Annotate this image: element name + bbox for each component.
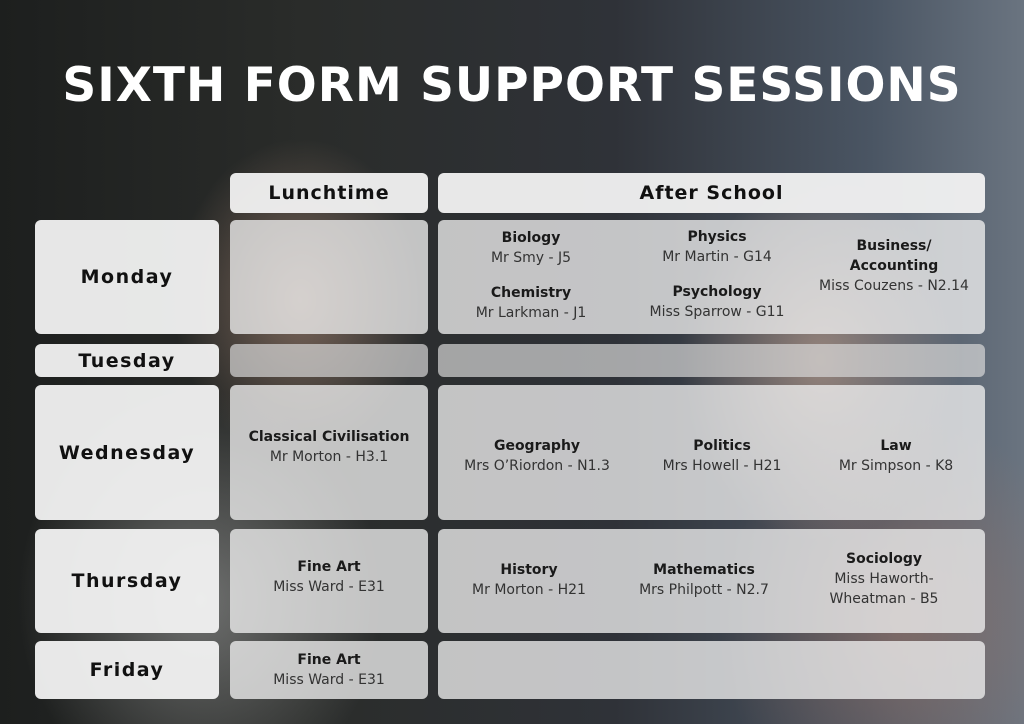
- session-entry: Sociology Miss Haworth-Wheatman - B5: [814, 549, 954, 609]
- teacher-room: Miss Ward - E31: [273, 579, 385, 595]
- tuesday-after-cell: [438, 344, 985, 377]
- teacher-room: Miss Haworth-Wheatman - B5: [829, 571, 939, 607]
- session-entry: Chemistry Mr Larkman - J1: [440, 283, 622, 323]
- session-entry: Physics Mr Martin - G14: [626, 227, 808, 267]
- session-entry: Fine Art Miss Ward - E31: [273, 650, 385, 690]
- session-entry: Classical Civilisation Mr Morton - H3.1: [249, 427, 410, 467]
- session-entry: Biology Mr Smy - J5: [440, 228, 622, 268]
- teacher-room: Mr Martin - G14: [662, 249, 772, 265]
- wednesday-after-cell: Geography Mrs O’Riordon - N1.3 Politics Mr…: [438, 385, 985, 520]
- subject: Physics: [687, 229, 747, 245]
- day-tuesday: Tuesday: [35, 344, 219, 377]
- session-entry: Psychology Miss Sparrow - G11: [626, 282, 808, 322]
- session-entry: Geography Mrs O’Riordon - N1.3: [446, 436, 628, 476]
- thursday-lunch-cell: Fine Art Miss Ward - E31: [230, 529, 428, 633]
- teacher-room: Miss Ward - E31: [273, 672, 385, 688]
- friday-lunch-cell: Fine Art Miss Ward - E31: [230, 641, 428, 699]
- tuesday-lunch-cell: [230, 344, 428, 377]
- header-after-school: After School: [438, 173, 985, 213]
- teacher-room: Mr Simpson - K8: [838, 458, 954, 474]
- day-monday: Monday: [35, 220, 219, 334]
- session-entry: History Mr Morton - H21: [438, 560, 620, 600]
- teacher-room: Mr Morton - H21: [472, 582, 586, 598]
- subject: Business/ Accounting: [849, 238, 939, 274]
- friday-after-cell: [438, 641, 985, 699]
- subject: Fine Art: [297, 652, 361, 668]
- header-lunchtime: Lunchtime: [230, 173, 428, 213]
- subject: Fine Art: [297, 559, 361, 575]
- subject: Politics: [693, 438, 751, 454]
- teacher-room: Miss Sparrow - G11: [649, 304, 785, 320]
- thursday-after-cell: History Mr Morton - H21 Mathematics Mrs Ph…: [438, 529, 985, 633]
- subject: Chemistry: [490, 285, 572, 301]
- session-entry: Politics Mrs Howell - H21: [631, 436, 813, 476]
- teacher-room: Mr Morton - H3.1: [269, 448, 389, 465]
- subject: Classical Civilisation: [248, 428, 410, 445]
- teacher-room: Mr Larkman - J1: [475, 305, 587, 321]
- subject: Geography: [493, 438, 581, 454]
- monday-after-cell: Biology Mr Smy - J5 Chemistry Mr Larkman -…: [438, 220, 985, 334]
- subject: Sociology: [846, 551, 922, 567]
- subject: Law: [880, 438, 912, 454]
- day-wednesday: Wednesday: [35, 385, 219, 520]
- monday-lunch-cell: [230, 220, 428, 334]
- subject: History: [500, 562, 558, 578]
- day-friday: Friday: [35, 641, 219, 699]
- subject: Mathematics: [653, 562, 755, 578]
- session-entry: Mathematics Mrs Philpott - N2.7: [613, 560, 795, 600]
- wednesday-lunch-cell: Classical Civilisation Mr Morton - H3.1: [230, 385, 428, 520]
- session-entry: Law Mr Simpson - K8: [805, 436, 987, 476]
- subject: Psychology: [672, 284, 762, 300]
- teacher-room: Mrs O’Riordon - N1.3: [464, 458, 610, 474]
- day-thursday: Thursday: [35, 529, 219, 633]
- teacher-room: Mr Smy - J5: [490, 250, 572, 266]
- session-entry: Business/ Accounting Miss Couzens - N2.14: [814, 236, 974, 296]
- teacher-room: Mrs Philpott - N2.7: [639, 582, 769, 598]
- teacher-room: Miss Couzens - N2.14: [819, 278, 969, 294]
- teacher-room: Mrs Howell - H21: [662, 458, 782, 474]
- poster-title: SIXTH FORM SUPPORT SESSIONS: [62, 58, 962, 113]
- session-entry: Fine Art Miss Ward - E31: [273, 557, 385, 597]
- subject: Biology: [501, 230, 561, 246]
